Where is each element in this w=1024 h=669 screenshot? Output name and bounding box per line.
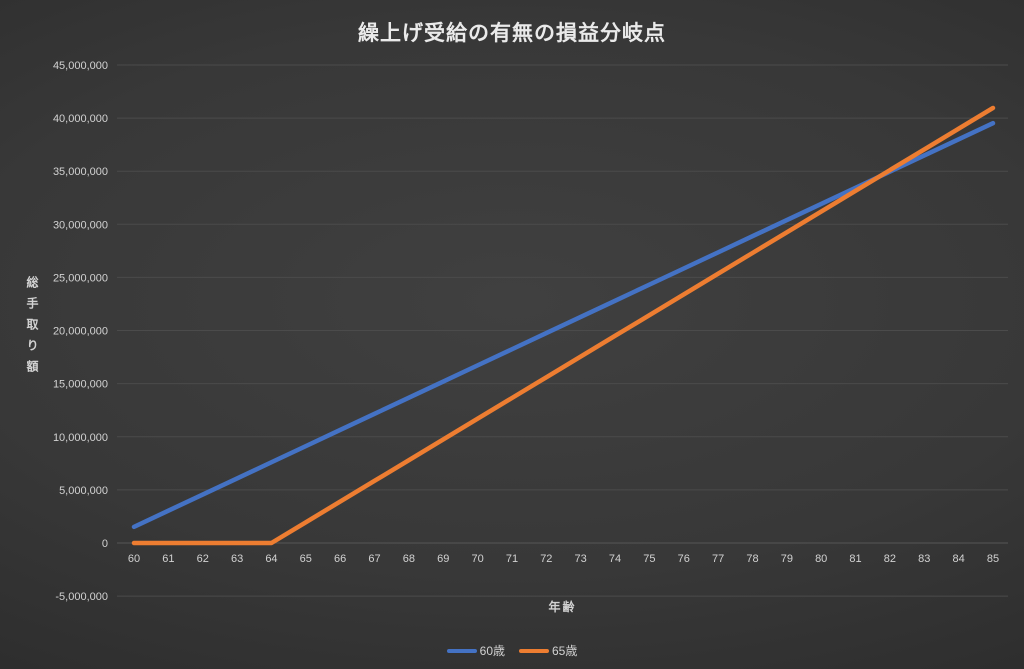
x-tick-label: 77 — [712, 553, 724, 565]
x-tick-label: 85 — [987, 553, 999, 565]
x-tick-label: 74 — [609, 553, 621, 565]
y-tick-label: 0 — [102, 538, 108, 550]
y-axis-title: 総手取り額 — [25, 276, 39, 381]
y-tick-label: 30,000,000 — [53, 219, 108, 231]
x-axis-title: 年齢 — [548, 600, 577, 614]
x-tick-label: 76 — [678, 553, 690, 565]
y-tick-label: 15,000,000 — [53, 379, 108, 391]
x-tick-label: 71 — [506, 553, 518, 565]
x-tick-label: 65 — [300, 553, 312, 565]
x-tick-label: 75 — [643, 553, 655, 565]
x-tick-label: 61 — [162, 553, 174, 565]
x-tick-label: 66 — [334, 553, 346, 565]
x-tick-label: 64 — [265, 553, 277, 565]
legend-label-60: 60歳 — [479, 644, 505, 658]
x-tick-label: 60 — [128, 553, 140, 565]
x-tick-label: 69 — [437, 553, 449, 565]
y-tick-label: 20,000,000 — [53, 326, 108, 338]
x-tick-label: 82 — [884, 553, 896, 565]
y-tick-label: 35,000,000 — [53, 166, 108, 178]
x-tick-label: 84 — [953, 553, 965, 565]
legend-item-60: 60歳 — [446, 642, 505, 659]
y-tick-label: 40,000,000 — [53, 113, 108, 125]
x-tick-label: 62 — [197, 553, 209, 565]
legend-label-65: 65歳 — [552, 644, 578, 658]
y-tick-label: 25,000,000 — [53, 272, 108, 284]
y-tick-label: -5,000,000 — [55, 591, 108, 603]
legend: 60歳 65歳 — [0, 642, 1024, 659]
legend-swatch-65 — [519, 648, 549, 653]
chart-title: 繰上げ受給の有無の損益分岐点 — [358, 22, 666, 45]
x-tick-label: 70 — [471, 553, 483, 565]
x-tick-label: 81 — [849, 553, 861, 565]
x-tick-label: 63 — [231, 553, 243, 565]
x-tick-label: 72 — [540, 553, 552, 565]
x-tick-label: 79 — [781, 553, 793, 565]
x-tick-label: 83 — [918, 553, 930, 565]
x-tick-label: 67 — [368, 553, 380, 565]
series-line-60歳 — [131, 120, 996, 530]
series-line-65歳 — [131, 105, 996, 546]
y-tick-label: 5,000,000 — [59, 485, 108, 497]
x-tick-label: 73 — [575, 553, 587, 565]
y-tick-label: 45,000,000 — [53, 60, 108, 72]
x-tick-label: 78 — [746, 553, 758, 565]
y-tick-label: 10,000,000 — [53, 432, 108, 444]
x-tick-label: 80 — [815, 553, 827, 565]
legend-swatch-60 — [446, 648, 477, 653]
legend-item-65: 65歳 — [519, 642, 577, 659]
x-tick-label: 68 — [403, 553, 415, 565]
